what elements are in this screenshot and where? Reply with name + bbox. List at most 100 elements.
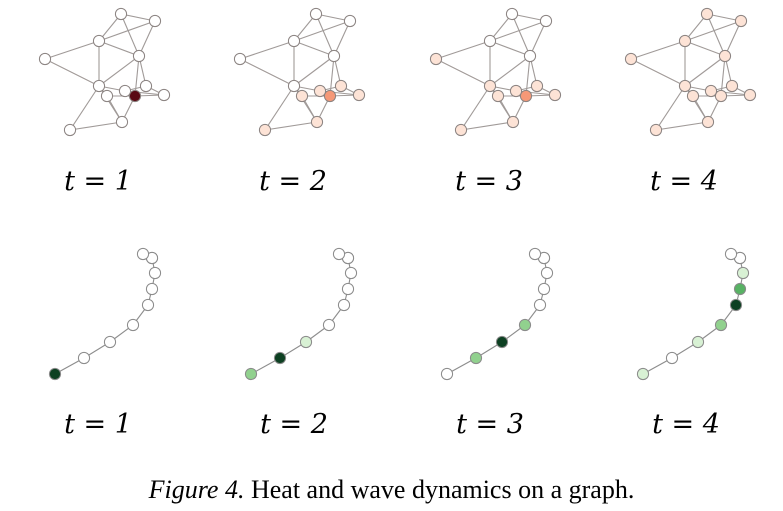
heat-edge [264,121,318,131]
heat-node [714,89,728,103]
heat-node [454,123,468,137]
heat-node [128,89,142,103]
wave-time-label: t = 3 [456,409,524,440]
wave-node [537,282,551,296]
wave-node [141,298,155,312]
wave-node [244,367,258,381]
heat-edge [435,40,491,60]
heat-node [548,88,562,102]
heat-node [63,123,77,137]
heat-edge [684,40,726,57]
wave-node [636,367,650,381]
heat-edge [293,40,335,57]
heat-node [92,79,106,93]
heat-edge [315,13,335,57]
heat-panel-1: t = 1 [38,7,171,197]
wave-node [103,335,117,349]
heat-node [258,123,272,137]
heat-edge [329,55,335,97]
heat-node [519,89,533,103]
heat-edge [98,20,156,42]
wave-node [495,335,509,349]
heat-node [483,34,497,48]
heat-node [483,79,497,93]
wave-node [126,318,140,332]
heat-edge [489,20,547,42]
wave-node [148,266,162,280]
heat-edge [435,58,491,87]
heat-node [327,49,341,63]
wave-node [341,282,355,296]
wave-node [733,282,747,296]
heat-time-label: t = 3 [455,166,523,197]
wave-node [273,351,287,365]
heat-node [157,88,171,102]
wave-panel-2: t = 2 [244,247,358,440]
wave-node [136,247,150,261]
heat-node [678,79,692,93]
heat-node [718,49,732,63]
wave-node [332,247,346,261]
heat-node [287,79,301,93]
wave-node [145,282,159,296]
heat-edge [525,55,531,97]
wave-node [724,247,738,261]
heat-node [700,7,714,21]
wave-node [440,367,454,381]
heat-edge [529,20,547,57]
heat-node [38,52,52,66]
heat-edge [44,58,100,87]
wave-node [77,351,91,365]
caption-label: Figure 4. [148,475,245,504]
wave-panel-4: t = 4 [636,247,750,440]
heat-node [287,34,301,48]
heat-edge [44,40,100,60]
wave-node [540,266,554,280]
heat-edge [239,40,295,60]
heat-edge [293,55,335,87]
heat-edge [655,121,709,131]
heat-node [678,34,692,48]
heat-node [92,34,106,48]
heat-dynamics-row: t = 1 t = 2 t = 3 t = 4 [38,7,757,197]
heat-time-label: t = 1 [64,166,132,197]
heat-edge [69,85,100,131]
heat-edge [264,85,295,131]
heat-node [624,52,638,66]
heat-node [506,115,520,129]
heat-edge [69,121,123,131]
heat-edge [120,13,140,57]
heat-node [523,49,537,63]
heat-node [649,123,663,137]
heat-edge [489,55,531,87]
wave-node [729,298,743,312]
wave-node [337,298,351,312]
heat-time-label: t = 2 [259,166,327,197]
heat-node [701,115,715,129]
wave-time-label: t = 4 [652,409,720,440]
heat-node [429,52,443,66]
heat-node [686,89,700,103]
heat-edge [630,58,686,87]
heat-node [352,88,366,102]
heat-edge [134,55,140,97]
heat-node [491,89,505,103]
heat-edge [684,55,726,87]
heat-panel-3: t = 3 [429,7,562,197]
heat-edge [239,58,295,87]
heat-edge [460,85,491,131]
heat-edge [706,13,726,57]
heat-node [148,14,162,28]
wave-panel-1: t = 1 [48,247,162,440]
heat-edge [511,13,531,57]
heat-edge [630,40,686,60]
heat-edge [720,55,726,97]
heat-edge [684,20,742,42]
heat-node [323,89,337,103]
wave-dynamics-row: t = 1 t = 2 t = 3 t = 4 [48,247,750,440]
heat-node [295,89,309,103]
wave-time-label: t = 2 [260,409,328,440]
heat-node [734,14,748,28]
heat-node [743,88,757,102]
